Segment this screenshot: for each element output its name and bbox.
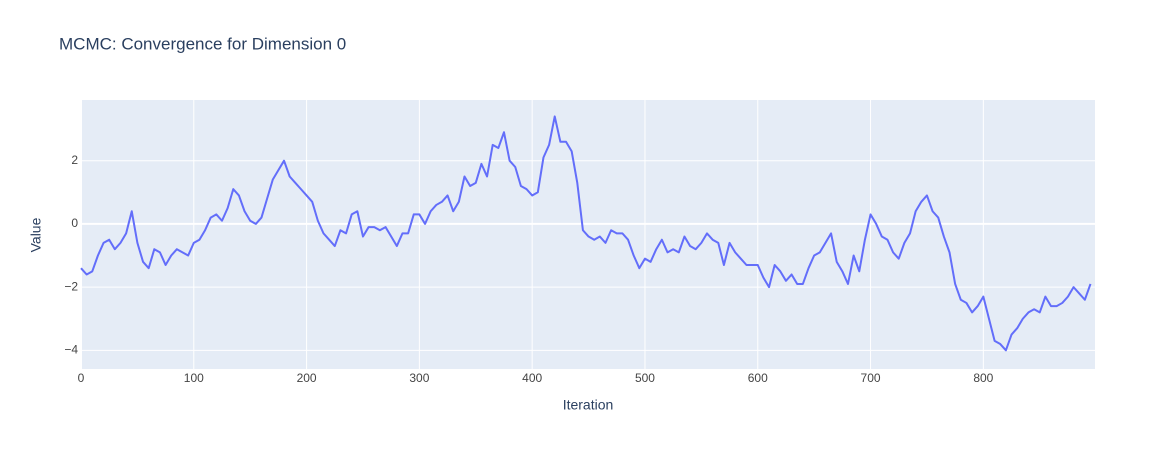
chart-title: MCMC: Convergence for Dimension 0 bbox=[59, 34, 346, 53]
y-axis-title: Value bbox=[28, 217, 44, 252]
x-tick-label: 700 bbox=[861, 371, 881, 385]
y-tick-label: 2 bbox=[71, 153, 78, 167]
x-tick-label: 100 bbox=[184, 371, 204, 385]
x-tick-label: 0 bbox=[78, 371, 85, 385]
y-tick-label: −2 bbox=[64, 279, 78, 293]
x-tick-label: 600 bbox=[748, 371, 768, 385]
data-line bbox=[80, 115, 1092, 352]
y-tick-label: 0 bbox=[71, 216, 78, 230]
x-axis-title: Iteration bbox=[563, 397, 614, 413]
x-tick-label: 400 bbox=[522, 371, 542, 385]
x-tick-label: 500 bbox=[635, 371, 655, 385]
x-tick-label: 800 bbox=[973, 371, 993, 385]
y-tick-label: −4 bbox=[64, 343, 78, 357]
x-tick-label: 300 bbox=[409, 371, 429, 385]
x-tick-label: 200 bbox=[297, 371, 317, 385]
